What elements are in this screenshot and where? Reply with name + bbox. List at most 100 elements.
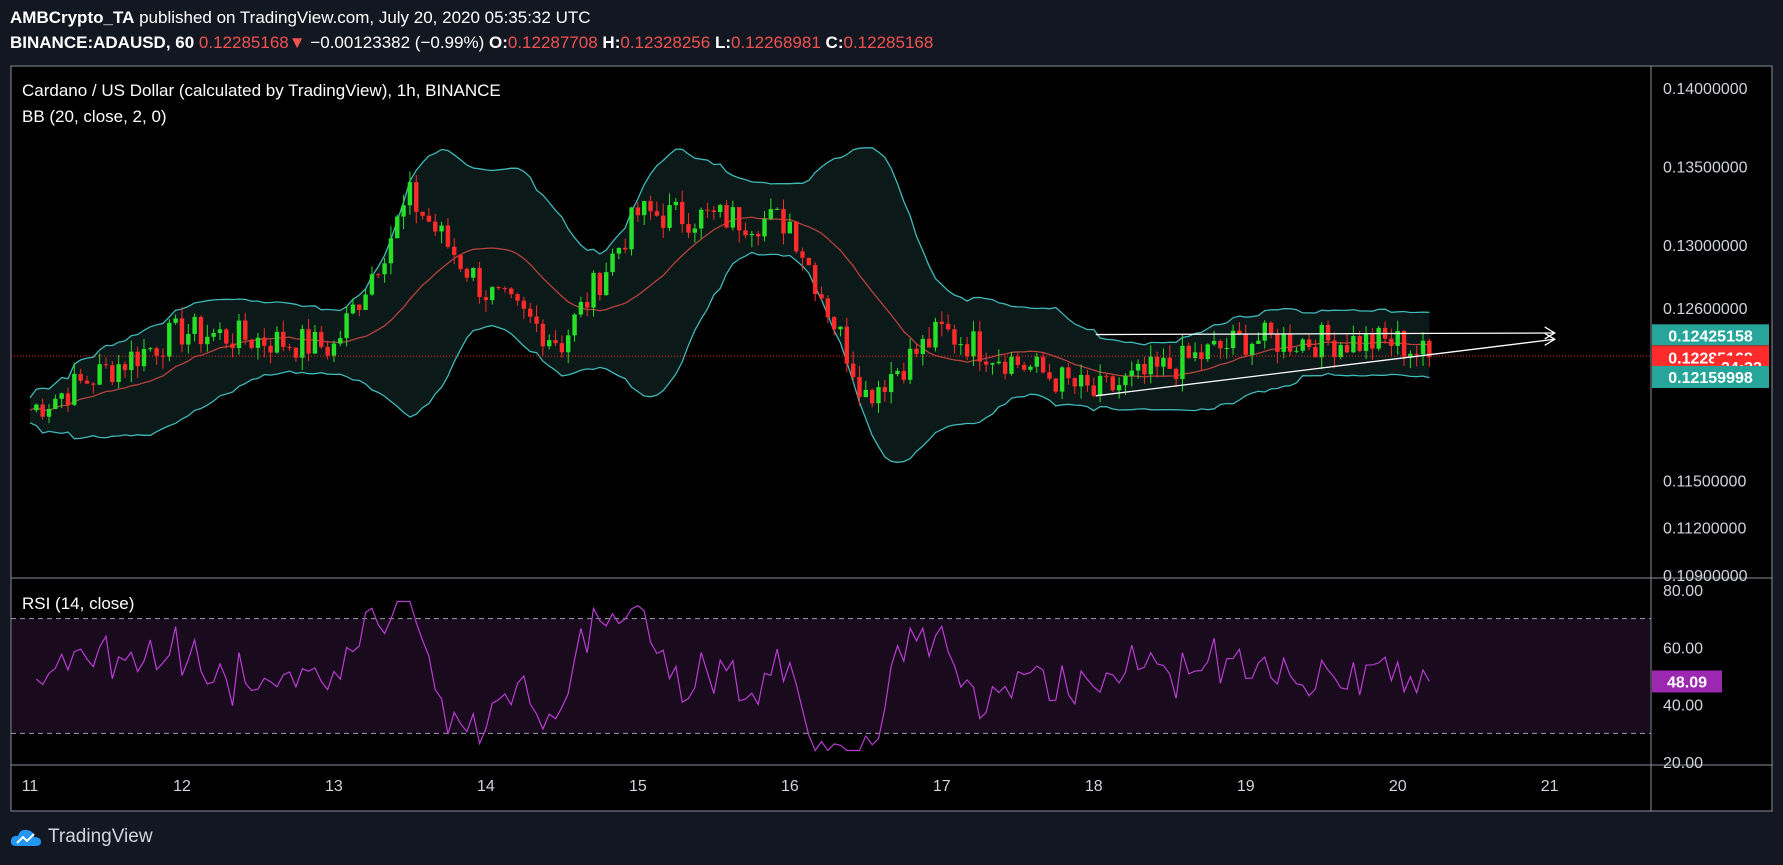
close-value: 0.12285168: [843, 33, 934, 52]
candle-body: [591, 272, 596, 308]
candle-body: [59, 393, 64, 399]
candle-body: [1078, 374, 1084, 387]
time-tick-label: 17: [933, 778, 951, 795]
candle-body: [1351, 336, 1356, 353]
symbol-label: BINANCE:ADAUSD, 60: [10, 33, 195, 52]
candle-body: [357, 304, 362, 310]
open-value: 0.12287708: [507, 33, 598, 52]
candle-body: [141, 348, 147, 367]
candle-body: [528, 308, 533, 317]
price-change: −0.00123382 (−0.99%): [310, 33, 485, 52]
candle-body: [496, 287, 501, 289]
bb-lower-line: [29, 251, 1430, 463]
candle-body: [1085, 374, 1090, 386]
candle-body: [395, 216, 400, 239]
candle-body: [1389, 338, 1394, 346]
candle-body: [566, 335, 571, 353]
candle-body: [888, 374, 894, 393]
price-tick-label: 0.11500000: [1663, 474, 1746, 491]
trendlines: [11, 326, 1651, 397]
tradingview-logo[interactable]: TradingView: [10, 826, 153, 848]
candle-body: [1104, 375, 1109, 377]
trendline-support: [1095, 338, 1555, 397]
candle-body: [72, 373, 77, 405]
candle-body: [945, 323, 951, 330]
last-price: 0.12285168: [198, 33, 289, 52]
candle-body: [1167, 357, 1172, 369]
time-tick-label: 15: [629, 778, 647, 795]
candle-body: [983, 361, 989, 365]
candle-body: [1186, 345, 1191, 358]
candle-body: [78, 373, 83, 381]
candle-body: [306, 329, 311, 354]
candle-body: [110, 365, 115, 383]
candle-body: [1053, 378, 1058, 392]
candle-body: [287, 347, 292, 349]
candle-body: [1034, 356, 1039, 367]
candle-body: [331, 343, 337, 356]
candle-body: [920, 338, 926, 355]
chart-title: Cardano / US Dollar (calculated by Tradi…: [22, 81, 501, 100]
candle-body: [964, 344, 970, 357]
candle-body: [844, 326, 850, 364]
candle-body: [724, 205, 729, 228]
candle-body: [952, 329, 957, 345]
candle-body: [667, 205, 672, 228]
time-tick-label: 11: [22, 778, 39, 795]
time-tick-label: 16: [781, 778, 799, 795]
down-arrow-icon: ▼: [288, 33, 306, 52]
rsi-badge: [1652, 670, 1722, 693]
candle-body: [572, 314, 577, 336]
candle-body: [1313, 346, 1318, 358]
bb-legend[interactable]: BB (20, close, 2, 0): [22, 107, 167, 126]
candle-body: [369, 274, 375, 295]
candle-body: [509, 288, 514, 295]
candle-body: [895, 371, 900, 375]
candle-body: [1123, 375, 1128, 386]
candle-body: [749, 233, 755, 236]
price-tick-label: 0.13500000: [1663, 160, 1748, 177]
footer-brand: TradingView: [48, 826, 153, 847]
ohlc-line: BINANCE:ADAUSD, 60 0.12285168▼ −0.001233…: [10, 33, 933, 53]
rsi-pane: [11, 600, 1651, 752]
candle-body: [1028, 366, 1033, 370]
candle-body: [990, 363, 995, 365]
candle-body: [1148, 356, 1153, 375]
candle-body: [293, 347, 299, 358]
rsi-legend[interactable]: RSI (14, close): [22, 594, 134, 613]
candle-body: [686, 224, 691, 233]
candle-body: [186, 334, 191, 345]
candle-body: [774, 208, 780, 210]
candle-body: [458, 254, 463, 269]
candle-body: [679, 201, 685, 225]
candle-body: [433, 221, 438, 232]
candle-body: [540, 323, 546, 347]
candle-body: [806, 257, 812, 266]
candle-body: [1275, 334, 1280, 352]
high-label: H:: [602, 33, 621, 52]
candle-body: [1287, 333, 1293, 352]
rsi-band-fill: [12, 618, 1650, 734]
candle-body: [1414, 353, 1419, 355]
candle-body: [1218, 340, 1223, 349]
candle-body: [654, 211, 660, 216]
candle-body: [1420, 340, 1426, 355]
candle-body: [243, 320, 248, 340]
candle-body: [629, 207, 634, 250]
candle-body: [838, 326, 843, 330]
candle-body: [623, 247, 628, 250]
candle-body: [977, 331, 983, 362]
candle-body: [1173, 368, 1179, 380]
candle-body: [1129, 370, 1134, 376]
candle-body: [1059, 367, 1065, 392]
price-badge-label: 0.12425158: [1668, 328, 1753, 345]
candle-body: [673, 201, 679, 206]
candle-body: [933, 321, 938, 348]
candle-body: [692, 228, 698, 233]
candle-body: [730, 207, 736, 228]
close-label: C:: [825, 33, 844, 52]
candle-body: [1319, 324, 1324, 358]
publisher-name[interactable]: AMBCrypto_TA: [10, 8, 135, 27]
open-label: O:: [488, 33, 508, 52]
